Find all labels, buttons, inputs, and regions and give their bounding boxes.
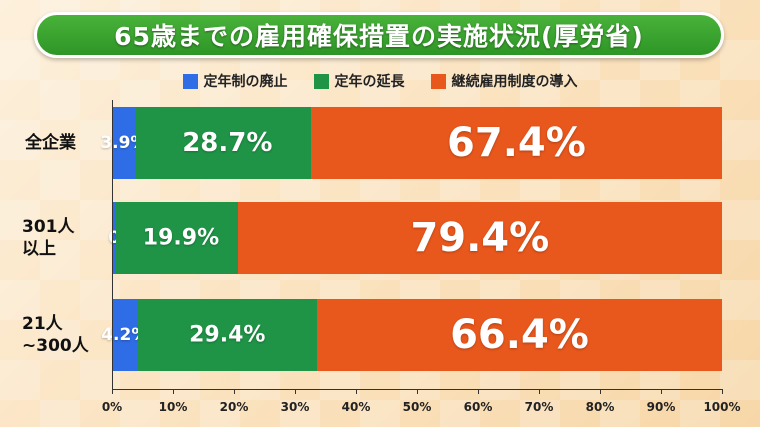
x-tick-label: 50% bbox=[402, 400, 432, 414]
category-label-all: 全企業 bbox=[25, 133, 76, 153]
bar-segment-extend bbox=[137, 299, 317, 371]
legend-item-abolish: 定年制の廃止 bbox=[182, 71, 288, 91]
x-tick-label: 20% bbox=[219, 400, 249, 414]
legend-swatch-abolish bbox=[182, 73, 198, 89]
y-axis-line bbox=[112, 100, 113, 390]
category-label-301-plus: 301人 以上 bbox=[22, 217, 75, 259]
bar-segment-abolish bbox=[112, 299, 138, 371]
data-label-continue: 66.4% bbox=[450, 312, 589, 358]
x-tick-label: 30% bbox=[280, 400, 310, 414]
data-label-continue: 79.4% bbox=[410, 215, 550, 261]
chart-title: 65歳までの雇用確保措置の実施状況(厚労省) bbox=[114, 22, 644, 51]
x-tick-label: 90% bbox=[646, 400, 676, 414]
bar-segment-continue bbox=[237, 202, 722, 274]
x-tick-mark bbox=[295, 389, 296, 394]
x-tick-mark bbox=[112, 389, 113, 394]
category-label-21-300: 21人 ~300人 bbox=[22, 314, 89, 356]
data-label-continue: 67.4% bbox=[447, 120, 586, 166]
x-tick-mark bbox=[661, 389, 662, 394]
x-tick-mark bbox=[173, 389, 174, 394]
x-tick-label: 70% bbox=[524, 400, 554, 414]
x-tick-label: 0% bbox=[101, 400, 123, 414]
legend-item-extend: 定年の延長 bbox=[313, 71, 405, 91]
x-tick-mark bbox=[356, 389, 357, 394]
legend: 定年制の廃止 定年の延長 継続雇用制度の導入 bbox=[0, 71, 760, 91]
x-tick-mark bbox=[417, 389, 418, 394]
data-label-extend: 29.4% bbox=[189, 322, 266, 348]
bar-segment-extend bbox=[135, 107, 311, 179]
legend-swatch-extend bbox=[313, 73, 329, 89]
x-tick-mark bbox=[478, 389, 479, 394]
x-tick-mark bbox=[722, 389, 723, 394]
x-tick-mark bbox=[600, 389, 601, 394]
bar-segment-abolish bbox=[112, 107, 136, 179]
legend-label-abolish: 定年制の廃止 bbox=[203, 74, 288, 90]
x-tick-label: 40% bbox=[341, 400, 371, 414]
bar-segment-continue bbox=[316, 299, 722, 371]
legend-item-continue: 継続雇用制度の導入 bbox=[430, 71, 578, 91]
x-tick-label: 80% bbox=[585, 400, 615, 414]
data-label-extend: 28.7% bbox=[182, 128, 273, 158]
x-tick-mark bbox=[234, 389, 235, 394]
legend-label-extend: 定年の延長 bbox=[334, 74, 405, 90]
x-tick-label: 10% bbox=[158, 400, 188, 414]
legend-label-continue: 継続雇用制度の導入 bbox=[451, 74, 578, 90]
x-tick-mark bbox=[539, 389, 540, 394]
legend-swatch-continue bbox=[430, 73, 446, 89]
x-tick-label: 60% bbox=[463, 400, 493, 414]
title-banner: 65歳までの雇用確保措置の実施状況(厚労省) bbox=[34, 12, 724, 58]
x-tick-label: 100% bbox=[703, 400, 741, 414]
data-label-extend: 19.9% bbox=[142, 225, 220, 251]
data-label-abolish: 4.2% bbox=[101, 325, 149, 345]
bar-segment-extend bbox=[116, 202, 238, 274]
bar-segment-continue bbox=[310, 107, 722, 179]
bar-segment-abolish bbox=[112, 202, 117, 274]
